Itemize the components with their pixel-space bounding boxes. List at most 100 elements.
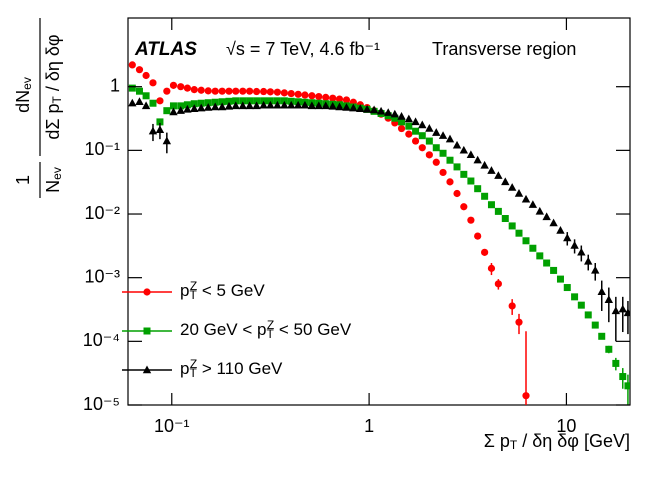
marker: [390, 109, 400, 118]
marker: [141, 101, 151, 110]
marker: [329, 94, 337, 102]
marker: [536, 252, 544, 260]
marker: [384, 108, 393, 116]
marker: [266, 100, 275, 109]
marker: [438, 131, 448, 139]
y-label-numerator: dNev: [13, 77, 34, 113]
marker: [190, 104, 199, 112]
marker: [218, 98, 226, 106]
marker: [307, 101, 317, 110]
marker: [624, 382, 630, 390]
marker: [591, 321, 599, 329]
marker: [301, 91, 309, 99]
y-label-prefix-numerator: 1: [13, 175, 33, 185]
marker: [467, 216, 475, 224]
marker: [522, 392, 530, 400]
x-axis-label: Σ pT / δη δφ [GeV]: [484, 431, 630, 452]
marker: [232, 87, 240, 95]
marker: [190, 86, 198, 94]
marker: [480, 160, 489, 169]
marker: [273, 100, 282, 109]
marker: [446, 156, 454, 164]
marker: [232, 97, 240, 105]
marker: [618, 304, 627, 313]
marker: [494, 280, 502, 288]
marker: [605, 345, 613, 353]
marker: [135, 66, 144, 74]
marker: [522, 237, 530, 245]
marker: [487, 264, 496, 272]
marker: [487, 201, 495, 209]
y-tick-label: 1: [110, 75, 120, 95]
marker: [494, 171, 503, 179]
marker: [128, 84, 136, 92]
marker: [612, 359, 620, 367]
marker: [287, 89, 295, 98]
marker: [501, 215, 509, 223]
marker: [453, 189, 461, 198]
marker: [474, 185, 482, 193]
marker: [550, 266, 558, 274]
marker: [598, 332, 606, 340]
marker: [591, 265, 600, 274]
marker: [217, 102, 227, 111]
marker: [467, 177, 475, 185]
marker: [260, 87, 268, 96]
marker: [142, 71, 150, 80]
marker: [391, 114, 399, 122]
marker: [245, 101, 254, 110]
marker: [584, 256, 593, 265]
marker: [445, 134, 455, 143]
legend-marker: [143, 327, 151, 335]
marker: [412, 127, 420, 135]
marker: [128, 98, 137, 107]
marker: [425, 137, 433, 145]
marker: [280, 89, 288, 97]
plot-frame: [127, 17, 631, 406]
marker: [335, 95, 344, 103]
marker: [162, 136, 172, 145]
marker: [239, 97, 247, 105]
marker: [246, 87, 254, 95]
marker: [156, 97, 164, 105]
marker: [218, 87, 226, 95]
marker: [322, 93, 330, 101]
marker: [155, 125, 165, 134]
marker: [425, 124, 434, 132]
marker: [252, 101, 261, 110]
legend-label: 20 GeV < pTZ < 50 GeV: [180, 318, 352, 341]
marker: [432, 158, 440, 166]
region-label: Transverse region: [432, 39, 576, 59]
marker: [563, 233, 572, 242]
marker: [508, 222, 516, 230]
marker: [404, 114, 414, 123]
marker: [163, 87, 171, 95]
marker: [515, 229, 523, 237]
marker: [356, 104, 365, 112]
marker: [515, 318, 523, 326]
marker: [239, 87, 247, 95]
marker: [308, 92, 316, 100]
marker: [128, 61, 136, 69]
marker: [349, 103, 358, 112]
marker: [487, 166, 496, 174]
marker: [584, 311, 592, 319]
marker: [135, 87, 143, 95]
marker: [273, 88, 282, 96]
marker: [453, 163, 461, 171]
marker: [287, 100, 296, 109]
marker: [411, 137, 420, 145]
marker: [474, 232, 482, 240]
marker: [439, 168, 447, 177]
marker: [211, 98, 219, 106]
marker: [460, 170, 468, 178]
marker: [135, 97, 144, 105]
marker: [204, 103, 213, 111]
marker: [432, 128, 441, 136]
y-tick-label: 10⁻⁴: [83, 330, 120, 350]
marker: [321, 101, 330, 110]
marker: [362, 104, 372, 113]
plot-area: [128, 61, 630, 405]
legend-label: pTZ < 5 GeV: [180, 279, 265, 302]
y-tick-label: 10⁻⁵: [83, 394, 120, 414]
